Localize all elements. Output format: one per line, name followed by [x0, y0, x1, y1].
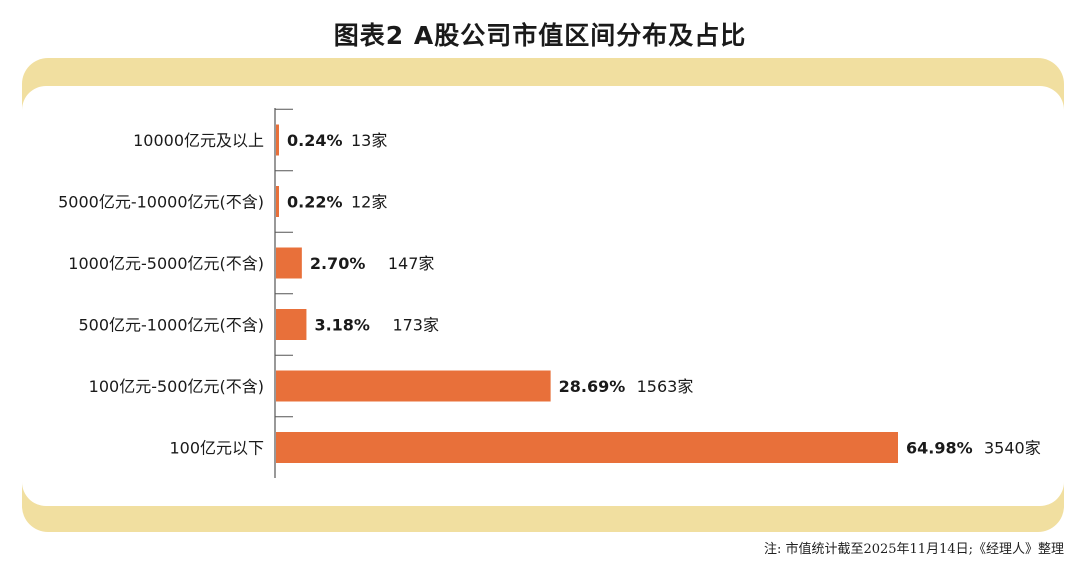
value-label: 2.70% — [310, 254, 366, 273]
count-label: 147家 — [388, 254, 435, 273]
value-label: 3.18% — [314, 316, 370, 335]
count-label: 173家 — [392, 316, 439, 335]
chart-title: 图表2 A股公司市值区间分布及占比 — [333, 21, 747, 50]
value-label: 64.98% — [906, 439, 973, 458]
category-label: 100亿元以下 — [169, 439, 264, 458]
bar — [276, 370, 551, 402]
bar — [276, 432, 898, 463]
value-label: 0.22% — [287, 193, 343, 212]
value-label: 28.69% — [559, 377, 626, 396]
count-label: 3540家 — [984, 439, 1041, 458]
count-label: 13家 — [351, 131, 387, 150]
category-label: 100亿元-500亿元(不含) — [89, 377, 264, 396]
category-label: 10000亿元及以上 — [133, 131, 264, 150]
count-label: 12家 — [351, 193, 387, 212]
value-label: 0.24% — [287, 131, 343, 150]
bar — [276, 309, 307, 340]
count-label: 1563家 — [637, 377, 694, 396]
bar — [276, 124, 279, 156]
category-label: 5000亿元-10000亿元(不含) — [58, 193, 264, 212]
bar — [276, 247, 302, 279]
category-label: 1000亿元-5000亿元(不含) — [68, 254, 264, 273]
bar — [276, 186, 279, 217]
category-label: 500亿元-1000亿元(不含) — [78, 316, 264, 335]
source-note: 注: 市值统计截至2025年11月14日;《经理人》整理 — [763, 542, 1064, 557]
